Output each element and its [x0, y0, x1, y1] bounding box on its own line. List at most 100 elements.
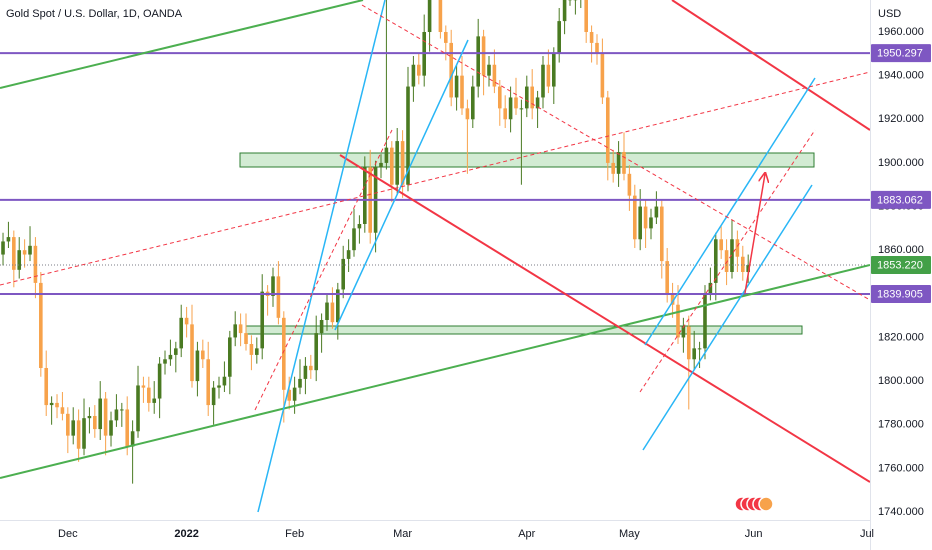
- chart-title: Gold Spot / U.S. Dollar, 1D, OANDA: [6, 8, 183, 20]
- candle-body: [503, 108, 507, 120]
- price-tag-label: 1839.905: [877, 288, 923, 300]
- candle-body: [395, 141, 400, 185]
- y-tick-label: 1860.000: [878, 244, 924, 256]
- candle-body: [152, 398, 157, 403]
- channel-line: [644, 77, 816, 346]
- candle-body: [724, 250, 729, 272]
- trend-line: [339, 154, 870, 483]
- candle-body: [136, 385, 140, 432]
- y-tick-label: 1780.000: [878, 419, 924, 431]
- candle-body: [1, 241, 5, 255]
- candle-body: [109, 420, 113, 436]
- drawings: [0, 0, 870, 513]
- candle-body: [740, 256, 745, 272]
- candle-body: [174, 348, 178, 355]
- dashed-line: [254, 129, 393, 411]
- candle-body: [179, 317, 184, 349]
- candle-body: [562, 0, 567, 22]
- candle-body: [163, 359, 167, 364]
- trend-line: [0, 0, 364, 89]
- candle-body: [168, 354, 173, 360]
- candle-body: [697, 348, 702, 350]
- price-tag-box: [871, 285, 931, 304]
- candle-body: [222, 376, 227, 386]
- candle-body: [55, 402, 59, 408]
- candle-body: [670, 293, 675, 305]
- x-tick-label: May: [619, 528, 640, 540]
- candle-body: [276, 276, 281, 318]
- x-tick-label: Jul: [860, 528, 874, 540]
- y-tick-label: 1920.000: [878, 113, 924, 125]
- candle-body: [346, 250, 351, 259]
- y-tick-label: 1740.000: [878, 506, 924, 518]
- candle-body: [6, 237, 11, 242]
- candle-body: [616, 152, 621, 174]
- candle-body: [719, 239, 723, 251]
- candle-body: [589, 32, 594, 43]
- candle-body: [735, 239, 740, 257]
- candle-body: [130, 431, 135, 447]
- candle-body: [352, 228, 356, 251]
- candle-body: [309, 365, 313, 371]
- y-axis-label: USD: [878, 8, 901, 20]
- candle-body: [632, 195, 637, 240]
- candle-body: [676, 304, 680, 338]
- candle-body: [427, 0, 432, 33]
- candle-body: [487, 64, 491, 76]
- arrow: [744, 174, 765, 294]
- y-tick-label: 1760.000: [878, 462, 924, 474]
- candle-body: [476, 36, 480, 87]
- zones: [239, 152, 815, 335]
- candle-body: [622, 152, 626, 174]
- candle-body: [211, 387, 216, 406]
- candle-body: [470, 86, 475, 120]
- candle-body: [314, 333, 319, 371]
- candle-body: [303, 365, 308, 379]
- y-tick-label: 1820.000: [878, 331, 924, 343]
- last-price-tag-label: 1853.220: [877, 259, 923, 271]
- candle-body: [44, 367, 49, 406]
- candle-body: [39, 282, 43, 368]
- candle-body: [325, 302, 329, 320]
- candle-body: [12, 237, 16, 270]
- candle-body: [390, 147, 394, 185]
- candle-body: [190, 324, 194, 382]
- y-tick-label: 1940.000: [878, 70, 924, 82]
- candle-body: [400, 141, 405, 185]
- dashed-line: [0, 71, 870, 286]
- candle-body: [546, 64, 551, 87]
- candle-body: [60, 407, 65, 414]
- zone: [239, 152, 815, 168]
- candle-body: [379, 162, 383, 168]
- y-tick-label: 1960.000: [878, 26, 924, 38]
- candle-body: [686, 326, 691, 360]
- candle-body: [406, 86, 410, 185]
- price-tag-label: 1883.062: [877, 194, 923, 206]
- candle-body: [438, 0, 443, 33]
- channel-line: [257, 0, 386, 513]
- candle-body: [595, 42, 599, 54]
- trend-line: [0, 264, 870, 479]
- price-tags: 1950.297 1883.062 1839.905 1853.220: [871, 44, 931, 304]
- candle-body: [233, 324, 238, 338]
- candle-body: [33, 245, 38, 283]
- candle-body: [120, 409, 124, 411]
- candle-body: [454, 75, 459, 98]
- y-tick-label: 1900.000: [878, 157, 924, 169]
- candle-body: [460, 75, 464, 109]
- candle-body: [627, 173, 632, 196]
- candle-body: [659, 206, 664, 262]
- candle-body: [519, 108, 524, 110]
- trend-line: [671, 0, 870, 131]
- candle-body: [443, 32, 448, 43]
- candle-body: [238, 324, 243, 334]
- candle-body: [551, 53, 556, 87]
- channel-line: [334, 39, 469, 331]
- candle-body: [114, 409, 119, 421]
- events-icon[interactable]: [734, 496, 774, 512]
- candle-body: [481, 36, 486, 76]
- candle-body: [643, 206, 648, 229]
- candle-body: [384, 147, 389, 163]
- candle-body: [260, 291, 265, 349]
